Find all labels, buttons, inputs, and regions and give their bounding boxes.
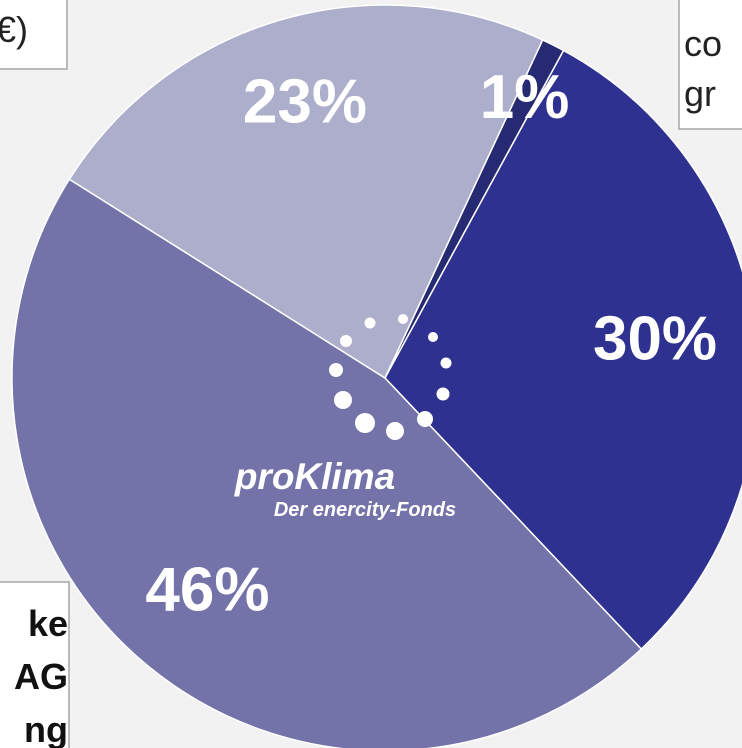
logo-dot xyxy=(428,332,438,342)
logo-dot xyxy=(364,317,376,329)
data-label: 1% xyxy=(480,63,570,132)
annotation: ng xyxy=(24,709,68,748)
annotation: ke xyxy=(28,603,68,644)
box xyxy=(0,581,70,748)
annotation-box: co gr xyxy=(678,0,742,130)
logo-dot xyxy=(436,387,450,401)
data-label: 30% xyxy=(593,304,717,373)
logo-dot xyxy=(355,413,375,433)
logo: proKlima Der enercity-Fonds xyxy=(234,314,456,521)
annotation: €) xyxy=(0,9,28,50)
data-label: 46% xyxy=(145,556,269,625)
logo-dot xyxy=(386,422,404,440)
annotation-box: €) xyxy=(0,0,68,70)
box xyxy=(678,0,742,130)
annotation: gr xyxy=(684,73,716,114)
pie-slice xyxy=(68,4,544,380)
logo-dot xyxy=(334,391,352,409)
annotation: AG xyxy=(14,656,68,697)
logo-name: proKlima xyxy=(234,456,395,497)
logo-dot xyxy=(329,363,343,377)
logo-dot xyxy=(398,314,408,324)
annotation: co xyxy=(684,23,722,64)
pie-slice xyxy=(11,178,643,748)
box xyxy=(0,0,68,70)
logo-dot xyxy=(340,335,352,347)
pie xyxy=(11,4,742,748)
pie-slice xyxy=(384,49,742,651)
data-label: 23% xyxy=(243,67,367,136)
logo-dot xyxy=(440,357,452,369)
logo-tagline: Der enercity-Fonds xyxy=(274,499,456,521)
logo-dot xyxy=(417,411,433,427)
annotation-box: ke AG ng xyxy=(0,581,70,748)
